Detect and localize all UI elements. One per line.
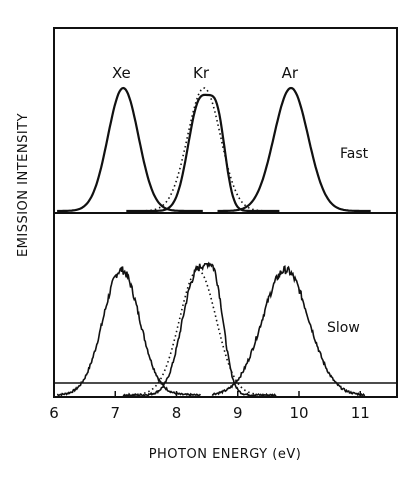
x-tick-label: 7 bbox=[110, 404, 120, 422]
spectrum-xe-slow bbox=[56, 266, 202, 398]
spectra-curves bbox=[56, 86, 371, 398]
spectrum-kr-fast bbox=[126, 93, 280, 213]
x-tick-label: 11 bbox=[351, 404, 370, 422]
gas-label-kr: Kr bbox=[193, 64, 210, 82]
x-tick-label: 6 bbox=[49, 404, 59, 422]
spectrum-ar-fast bbox=[217, 86, 371, 213]
x-axis-ticks: 6 7 8 9 10 11 bbox=[49, 391, 370, 422]
x-axis-label: PHOTON ENERGY (eV) bbox=[149, 447, 302, 462]
x-tick-label: 10 bbox=[289, 404, 308, 422]
spectrum-ar-slow bbox=[211, 265, 366, 397]
panel-label-fast: Fast bbox=[340, 146, 369, 162]
spectrum-kr-slow bbox=[122, 261, 277, 398]
x-tick-label: 8 bbox=[172, 404, 182, 422]
panel-label-slow: Slow bbox=[327, 320, 360, 336]
fit-dotted-kr-fast bbox=[145, 87, 263, 212]
gas-label-xe: Xe bbox=[112, 64, 131, 82]
y-axis-label: EMISSION INTENSITY bbox=[16, 113, 31, 257]
spectrum-xe-fast bbox=[57, 86, 203, 213]
gas-label-ar: Ar bbox=[282, 64, 299, 82]
x-tick-label: 9 bbox=[233, 404, 243, 422]
